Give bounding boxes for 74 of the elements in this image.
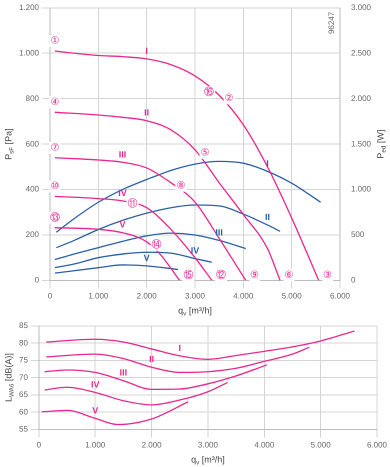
x-tick-label: 3.000	[198, 440, 218, 450]
series-label: III	[215, 227, 223, 238]
y2-tick-label: 2.000	[350, 94, 372, 103]
series-label: II	[149, 354, 154, 364]
x-tick-label: 4.000	[254, 440, 275, 450]
x-tick-label: 2.000	[136, 291, 158, 300]
annotation: ③	[323, 270, 332, 282]
series-label: II	[264, 212, 270, 222]
series-label: V	[144, 252, 150, 263]
series-label: IV	[190, 246, 200, 256]
x-tick-label: 5.000	[310, 440, 332, 450]
y-tick-label: 65	[18, 390, 28, 400]
annotation: ⑦	[50, 142, 60, 154]
line-series	[44, 364, 268, 390]
x-tick-label: 5.000	[282, 291, 302, 300]
y-tick-label: 60	[18, 407, 28, 416]
annotation: ⑭	[152, 238, 162, 251]
series-label: V	[92, 405, 98, 416]
x-tick-label: 6.000	[330, 291, 351, 300]
y-tick-label: 85	[18, 321, 28, 330]
y-tick-label: 80	[18, 338, 28, 348]
annotation: ⑪	[128, 198, 138, 210]
series-label: I	[145, 46, 148, 56]
y2-tick-label: 1.500	[350, 139, 372, 148]
y-tick-label: 70	[18, 372, 28, 382]
y2-tick-label: 2.500	[350, 48, 372, 58]
annotation: ⑩	[50, 181, 60, 192]
series-label: I	[178, 342, 182, 353]
y2-tick-label: 3.000	[350, 3, 372, 12]
y-tick-label: 400	[26, 184, 40, 194]
series-label: IV	[118, 188, 127, 198]
annotation: ④	[50, 97, 60, 108]
series-label: IV	[90, 379, 100, 390]
annotation: ⑥	[284, 270, 294, 282]
y-tick-label: 600	[26, 139, 40, 148]
series-label: II	[144, 108, 150, 118]
x-tick-label: 3.000	[184, 291, 206, 300]
annotation: 96247	[327, 11, 336, 34]
y-tick-label: 1.000	[18, 48, 40, 58]
annotation: ⑯	[204, 86, 214, 98]
line-series	[46, 346, 310, 374]
series-label: III	[118, 149, 126, 160]
x-tick-label: 0	[48, 291, 53, 300]
x-tick-label: 1.000	[85, 440, 106, 450]
y-tick-label: 800	[26, 94, 40, 103]
annotation: ⑬	[50, 211, 60, 224]
y2-tick-label: 0	[350, 276, 356, 285]
annotation: ⑮	[184, 269, 194, 282]
y-tick-label: 1.200	[18, 3, 40, 12]
annotation: ⑧	[176, 180, 186, 192]
y2-tick-label: 1.000	[350, 184, 372, 194]
x-tick-label: 2.000	[142, 440, 162, 450]
x-tick-label: 4.000	[233, 291, 254, 300]
series-label: I	[266, 158, 269, 168]
annotation: ⑤	[200, 148, 210, 159]
y-tick-label: 55	[18, 424, 28, 434]
y-tick-label: 0	[34, 276, 40, 285]
line-series	[54, 227, 180, 280]
series-label: V	[120, 220, 126, 230]
series-label: III	[120, 368, 128, 378]
line-series	[54, 264, 179, 274]
y-tick-label: 75	[18, 356, 28, 365]
annotation: ⑨	[250, 270, 260, 282]
y2-tick-label: 500	[350, 230, 365, 240]
line-series	[54, 252, 213, 268]
x-tick-label: 6.000	[366, 440, 388, 450]
line-series	[41, 401, 189, 426]
annotation: ⑫	[216, 269, 226, 282]
line-series	[46, 330, 356, 360]
annotation: ②	[224, 93, 234, 104]
annotation: ①	[50, 36, 60, 47]
line-series	[44, 382, 228, 406]
x-tick-label: 1.000	[88, 291, 109, 300]
y-tick-label: 200	[26, 230, 40, 240]
